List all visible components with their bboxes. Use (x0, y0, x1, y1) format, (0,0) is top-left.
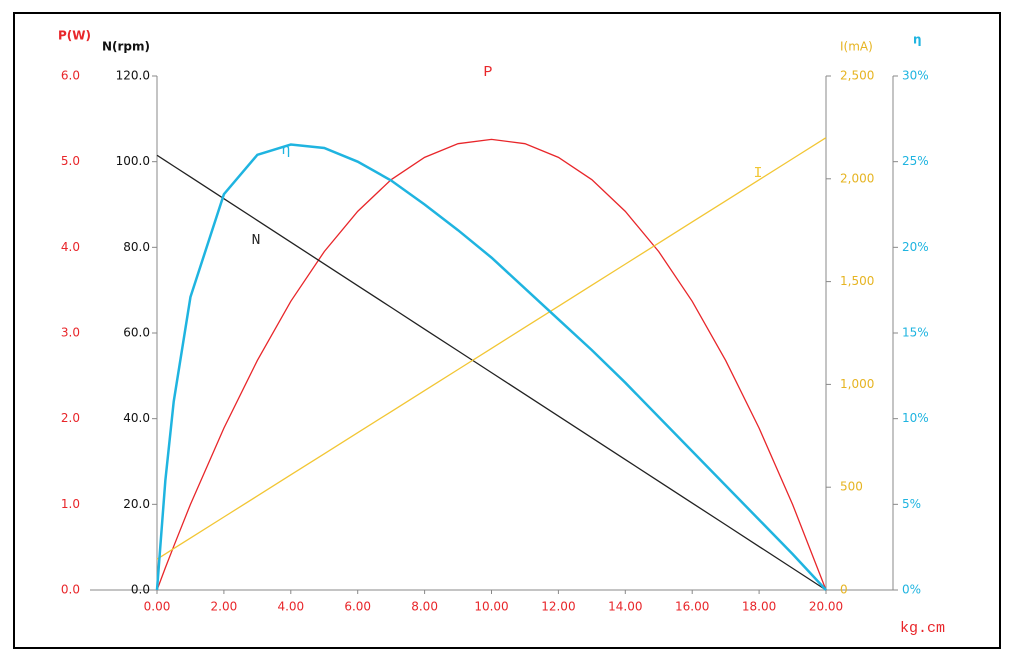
x-tick-label: 12.00 (541, 600, 575, 614)
x-tick-label: 20.00 (809, 600, 843, 614)
y-axis-title: N(rpm) (102, 40, 150, 54)
series-line (156, 154, 827, 591)
y-tick-label: 2.0 (61, 411, 80, 425)
y-axis-title: I(mA) (840, 40, 873, 54)
x-tick-label: 14.00 (608, 600, 642, 614)
y-tick-label: 0% (902, 583, 921, 597)
y-tick-label: 15% (902, 326, 929, 340)
y-tick-label: 4.0 (61, 240, 80, 254)
y-tick-label: 2,000 (840, 171, 874, 185)
y-tick-label: 120.0 (116, 69, 150, 83)
y-tick-label: 40.0 (123, 411, 150, 425)
y-tick-label: 3.0 (61, 326, 80, 340)
y-tick-label: 0.0 (61, 583, 80, 597)
series-label: η (281, 142, 290, 159)
y-tick-label: 0.0 (131, 583, 150, 597)
y-tick-label: 1,500 (840, 274, 874, 288)
y-tick-label: 25% (902, 154, 929, 168)
y-tick-label: 500 (840, 480, 863, 494)
x-tick-label: 10.00 (474, 600, 508, 614)
x-tick-label: 4.00 (277, 600, 304, 614)
series-line (156, 137, 827, 560)
y-tick-label: 5% (902, 497, 921, 511)
y-axis-title: P(W) (58, 29, 91, 43)
series-label: P (483, 64, 492, 81)
y-tick-label: 100.0 (116, 154, 150, 168)
y-tick-label: 0 (840, 583, 848, 597)
x-axis-label: kg.cm (900, 620, 945, 637)
frame (13, 12, 1001, 649)
x-tick-label: 8.00 (411, 600, 438, 614)
x-tick-label: 0.00 (144, 600, 171, 614)
y-axis-title: η (913, 33, 922, 47)
y-tick-label: 80.0 (123, 240, 150, 254)
y-tick-label: 10% (902, 411, 929, 425)
y-tick-label: 60.0 (123, 326, 150, 340)
y-tick-label: 5.0 (61, 154, 80, 168)
y-tick-label: 1,000 (840, 377, 874, 391)
y-tick-label: 30% (902, 69, 929, 83)
x-tick-label: 2.00 (211, 600, 238, 614)
y-tick-label: 20.0 (123, 497, 150, 511)
series-line (156, 138, 827, 591)
x-tick-label: 18.00 (742, 600, 776, 614)
y-tick-label: 1.0 (61, 497, 80, 511)
series-label: N (251, 232, 260, 249)
x-tick-label: 16.00 (675, 600, 709, 614)
series-label: I (753, 165, 762, 182)
series-line (155, 143, 827, 591)
x-tick-label: 6.00 (344, 600, 371, 614)
y-tick-label: 6.0 (61, 69, 80, 83)
y-tick-label: 2,500 (840, 69, 874, 83)
y-tick-label: 20% (902, 240, 929, 254)
